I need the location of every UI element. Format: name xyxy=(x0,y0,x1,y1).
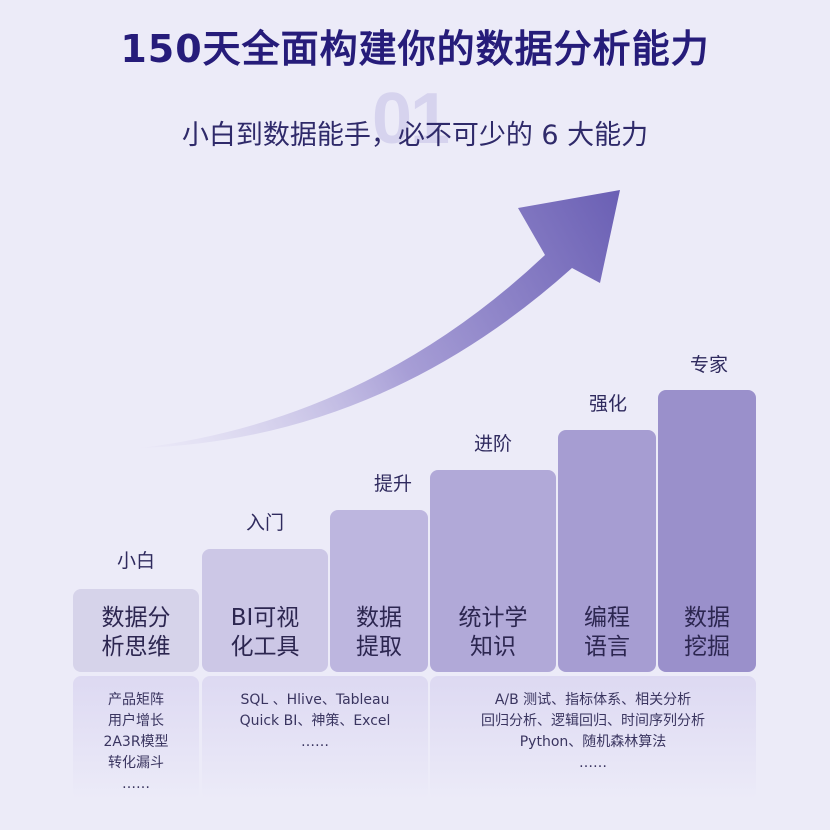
level-label-strengthen: 强化 xyxy=(588,393,627,415)
detail-line: 转化漏斗 xyxy=(108,755,164,771)
detail-box-advanced: A/B 测试、指标体系、相关分析 回归分析、逻辑回归、时间序列分析 Python… xyxy=(430,676,756,800)
watermark-number: 01 xyxy=(372,79,450,159)
detail-line: Quick BI、神策、Excel xyxy=(239,713,391,729)
detail-line: …… xyxy=(301,734,329,750)
detail-line: A/B 测试、指标体系、相关分析 xyxy=(494,692,692,708)
step-label: 编程 语言 xyxy=(584,605,630,660)
step-label: 数据 提取 xyxy=(356,605,402,660)
step-bi-tools: BI可视 化工具 xyxy=(202,549,328,672)
step-programming: 编程 语言 xyxy=(558,430,656,672)
detail-line: 用户增长 xyxy=(108,713,164,729)
step-label: 数据 挖掘 xyxy=(684,605,730,660)
level-label-expert: 专家 xyxy=(689,354,728,376)
detail-box-tools: SQL 、Hlive、Tableau Quick BI、神策、Excel …… xyxy=(202,676,428,800)
step-analysis-thinking: 数据分 析思维 xyxy=(73,589,199,672)
level-label-advanced: 进阶 xyxy=(473,433,512,455)
detail-line: 2A3R模型 xyxy=(103,734,169,750)
detail-line: Python、随机森林算法 xyxy=(519,734,667,750)
detail-line: …… xyxy=(579,755,607,771)
step-data-mining: 数据 挖掘 xyxy=(658,390,756,672)
step-data-extraction: 数据 提取 xyxy=(330,510,428,672)
page-subtitle: 小白到数据能手，必不可少的 6 大能力 xyxy=(181,120,649,151)
level-label-beginner: 小白 xyxy=(116,550,155,572)
page-title: 150天全面构建你的数据分析能力 xyxy=(120,27,710,71)
level-label-entry: 入门 xyxy=(245,512,284,534)
detail-line: 回归分析、逻辑回归、时间序列分析 xyxy=(481,713,705,729)
step-label: 数据分 析思维 xyxy=(101,605,171,660)
step-statistics: 统计学 知识 xyxy=(430,470,556,672)
detail-line: …… xyxy=(122,776,150,792)
step-label: 统计学 知识 xyxy=(458,605,528,660)
detail-box-thinking: 产品矩阵 用户增长 2A3R模型 转化漏斗 …… xyxy=(73,676,199,800)
step-label: BI可视 化工具 xyxy=(230,605,300,660)
detail-line: 产品矩阵 xyxy=(108,692,164,708)
level-label-improve: 提升 xyxy=(373,473,412,495)
detail-line: SQL 、Hlive、Tableau xyxy=(240,692,390,708)
